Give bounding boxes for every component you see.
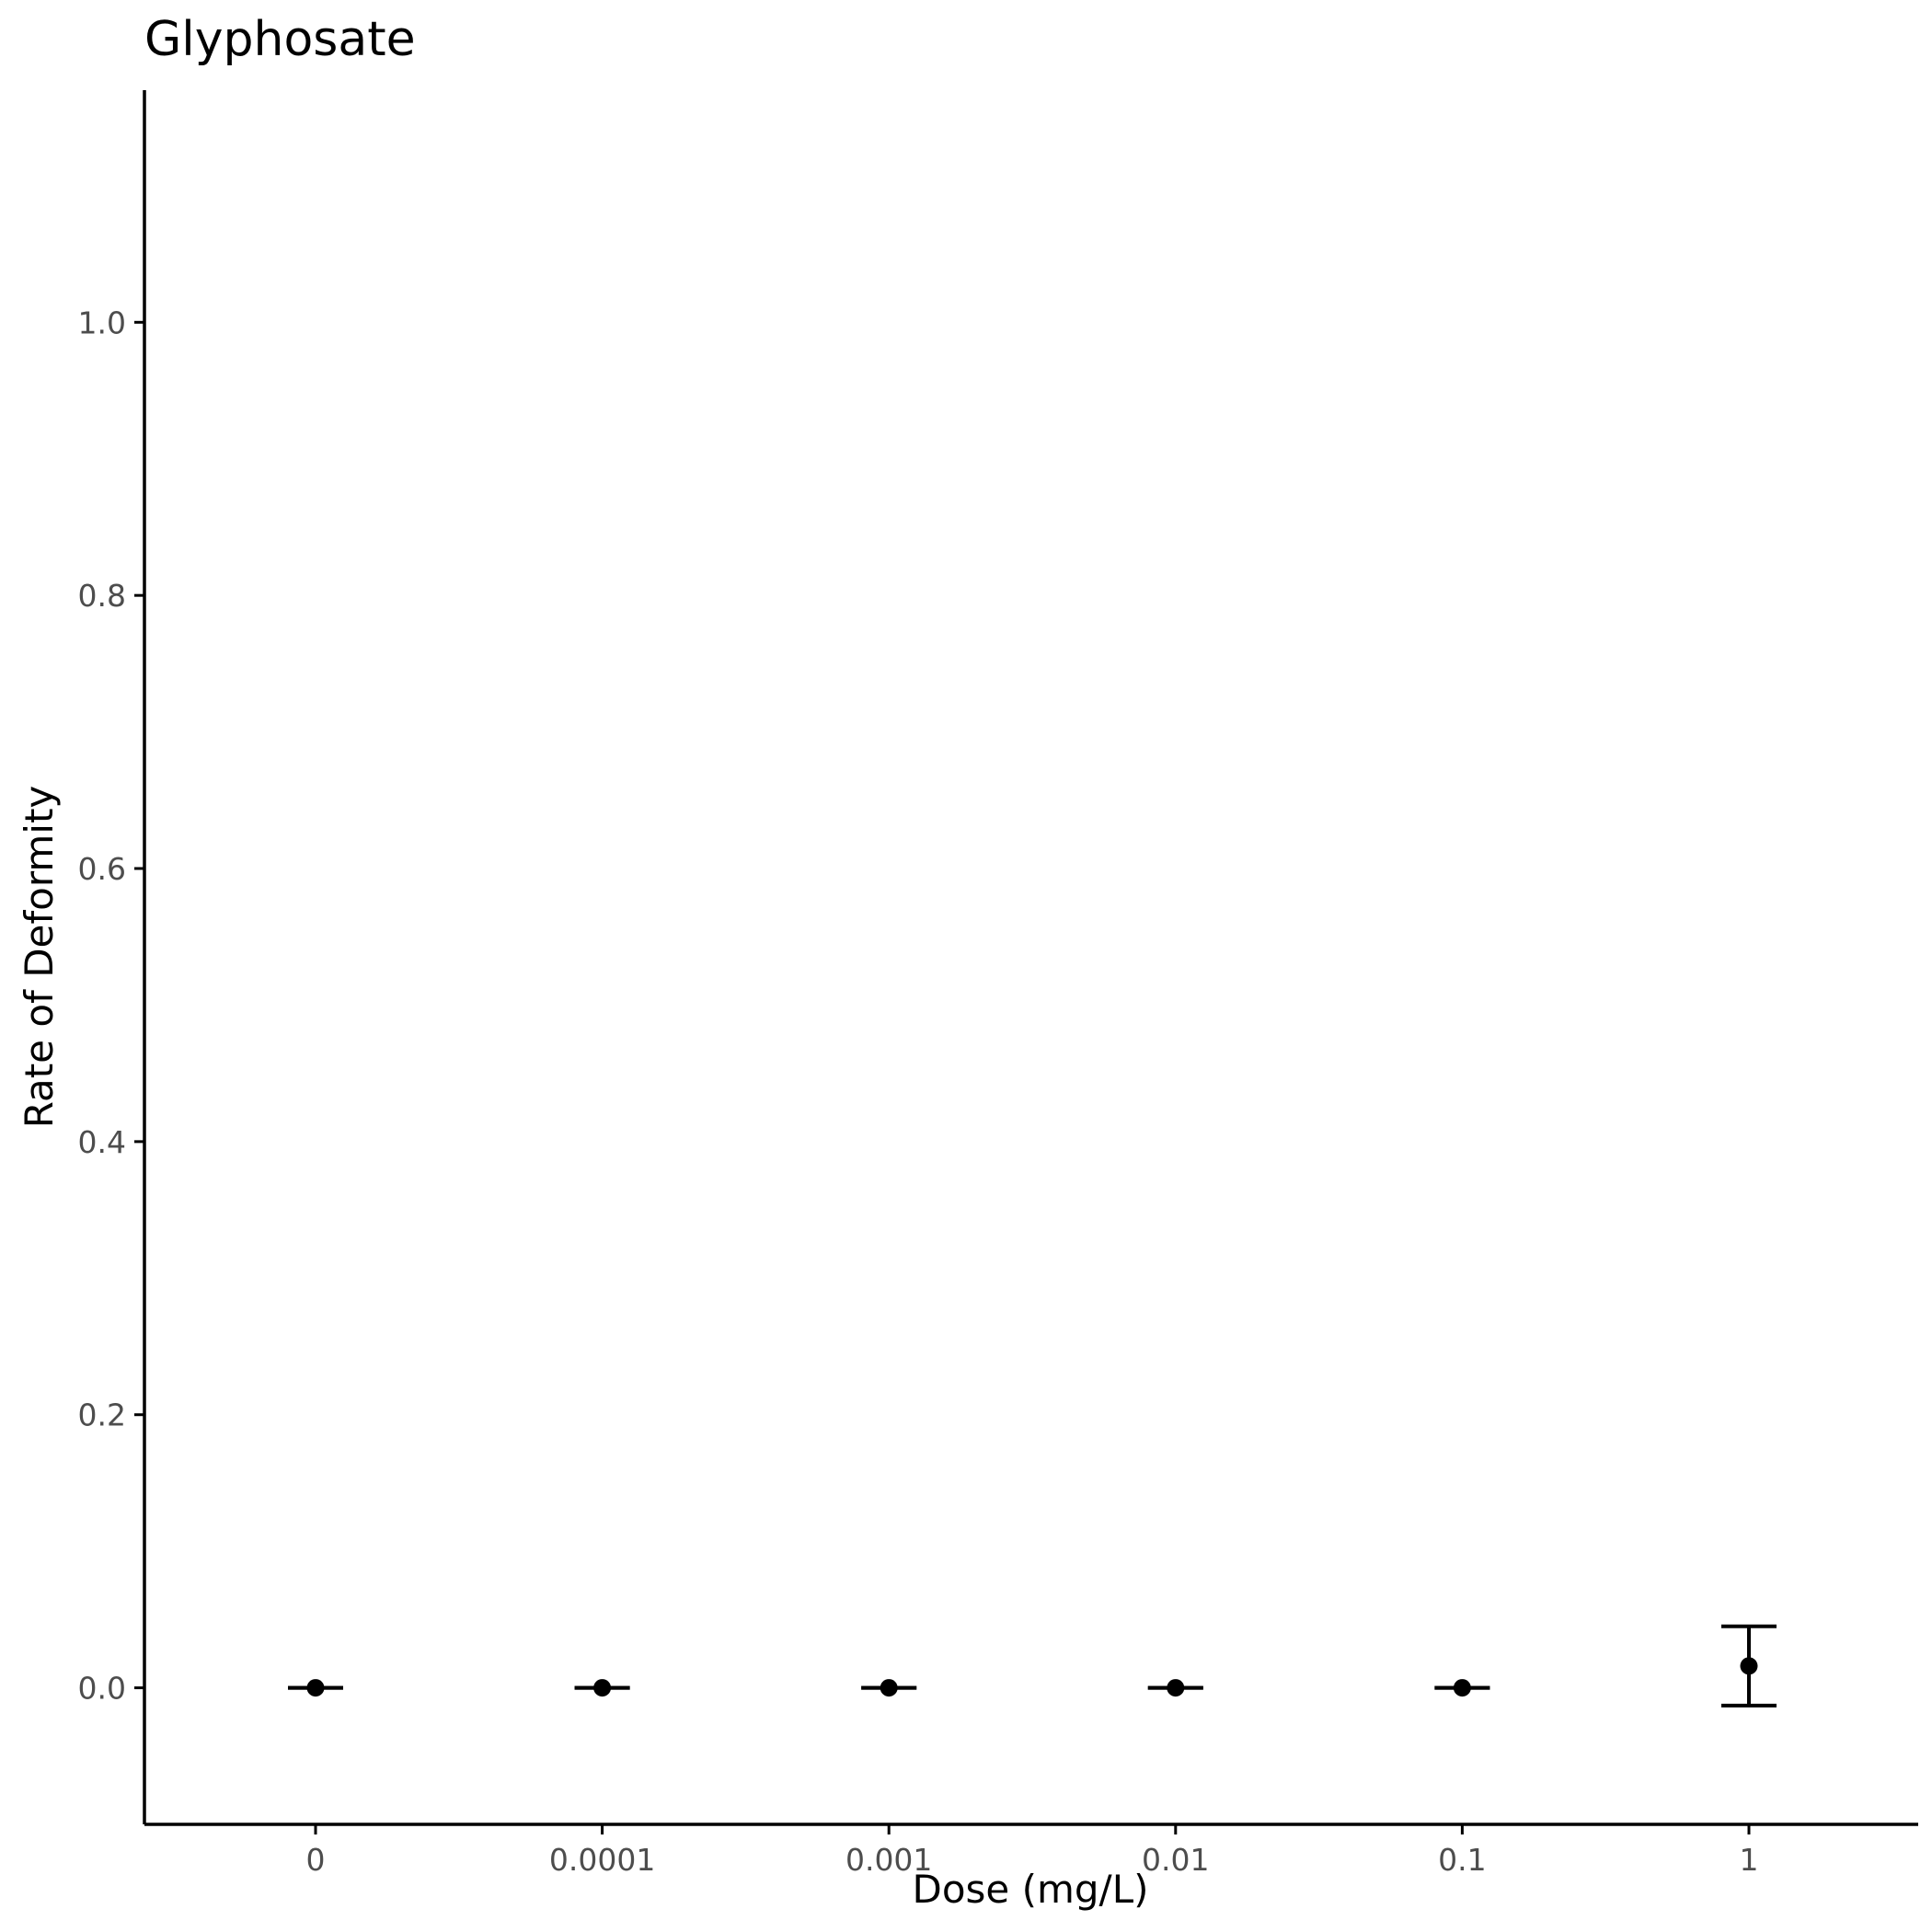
data-point bbox=[593, 1679, 612, 1697]
y-tick-label: 0.2 bbox=[78, 1397, 126, 1433]
chart-title: Glyphosate bbox=[144, 12, 416, 67]
x-tick-label: 0.001 bbox=[845, 1842, 932, 1878]
data-point bbox=[1167, 1679, 1185, 1697]
x-tick-label: 1 bbox=[1740, 1842, 1759, 1878]
data-point bbox=[880, 1679, 898, 1697]
x-tick-label: 0 bbox=[306, 1842, 326, 1878]
data-point bbox=[1740, 1657, 1758, 1675]
x-axis-title: Dose (mg/L) bbox=[912, 1867, 1148, 1912]
plot-area: 0.0 0.2 0.4 0.6 0.8 1.0 0 0.0001 0.001 0.01 0.1 1 bbox=[78, 90, 1918, 1878]
data-point bbox=[306, 1679, 325, 1697]
x-tick-label: 0.0001 bbox=[549, 1842, 655, 1878]
y-tick-label: 0.8 bbox=[78, 578, 126, 614]
y-tick-label: 0.0 bbox=[78, 1671, 126, 1707]
y-tick-label: 0.4 bbox=[78, 1124, 126, 1160]
y-tick-label: 0.6 bbox=[78, 851, 126, 887]
y-axis-title: Rate of Deformity bbox=[17, 786, 62, 1129]
data-point bbox=[1453, 1679, 1471, 1697]
x-tick-label: 0.01 bbox=[1142, 1842, 1209, 1878]
x-tick-label: 0.1 bbox=[1438, 1842, 1486, 1878]
y-tick-label: 1.0 bbox=[78, 305, 126, 340]
